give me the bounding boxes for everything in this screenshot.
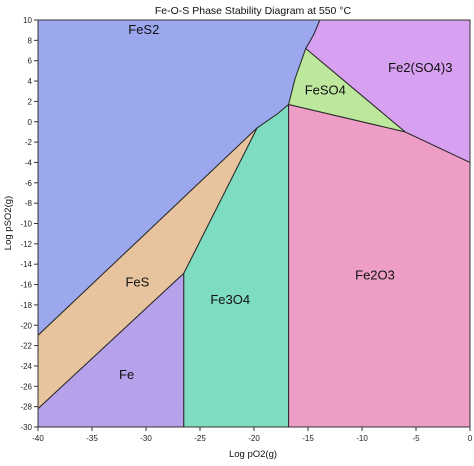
phase-region-labels: FeS2 FeS Fe Fe3O4 Fe2O3 FeSO4 Fe2(SO4)3 xyxy=(119,22,452,382)
x-tick-label: -30 xyxy=(140,434,152,443)
y-tick-label: -10 xyxy=(20,220,32,229)
y-tick-label: -20 xyxy=(20,321,32,330)
x-axis: -40 -35 -30 -25 -20 -15 -10 -5 0 xyxy=(32,427,473,443)
region-label-fes: FeS xyxy=(125,275,149,290)
region-label-fe2-so4-3: Fe2(SO4)3 xyxy=(388,60,452,75)
chart-title: Fe-O-S Phase Stability Diagram at 550 °C xyxy=(155,5,352,17)
y-tick-label: -18 xyxy=(20,301,32,310)
region-label-fe: Fe xyxy=(119,367,134,382)
region-label-feso4: FeSO4 xyxy=(305,82,346,97)
x-tick-label: 0 xyxy=(468,434,473,443)
y-tick-label: -2 xyxy=(25,138,33,147)
y-tick-label: 2 xyxy=(28,97,33,106)
y-tick-label: -16 xyxy=(20,281,32,290)
y-tick-label: -8 xyxy=(25,199,33,208)
x-tick-label: -40 xyxy=(32,434,44,443)
y-tick-label: -4 xyxy=(25,158,33,167)
x-tick-label: -10 xyxy=(356,434,368,443)
region-fe2o3 xyxy=(288,104,471,428)
y-tick-label: -14 xyxy=(20,260,32,269)
region-label-fe2o3: Fe2O3 xyxy=(355,268,395,283)
y-tick-label: 4 xyxy=(28,77,33,86)
y-tick-label: -22 xyxy=(20,342,32,351)
y-tick-label: -6 xyxy=(25,179,33,188)
y-axis-title: Log pSO2(g) xyxy=(3,196,14,250)
x-tick-label: -5 xyxy=(412,434,420,443)
y-axis: 10 8 6 4 2 0 -2 -4 -6 -8 -10 -12 -14 -16 -18 -20 -22 -24 -… xyxy=(20,16,38,432)
x-tick-label: -25 xyxy=(194,434,206,443)
y-tick-label: 10 xyxy=(23,16,32,25)
y-tick-label: 6 xyxy=(28,57,33,66)
region-label-fes2: FeS2 xyxy=(128,22,159,37)
y-tick-label: -28 xyxy=(20,403,32,412)
y-tick-label: -26 xyxy=(20,382,32,391)
y-tick-label: -30 xyxy=(20,423,32,432)
x-tick-label: -35 xyxy=(86,434,98,443)
x-axis-title: Log pO2(g) xyxy=(229,449,277,460)
y-tick-label: 8 xyxy=(28,36,33,45)
y-tick-label: -12 xyxy=(20,240,32,249)
x-tick-label: -15 xyxy=(302,434,314,443)
phase-regions xyxy=(37,19,471,428)
y-tick-label: 0 xyxy=(28,118,33,127)
y-tick-label: -24 xyxy=(20,362,32,371)
region-label-fe3o4: Fe3O4 xyxy=(210,292,250,307)
x-tick-label: -20 xyxy=(248,434,260,443)
